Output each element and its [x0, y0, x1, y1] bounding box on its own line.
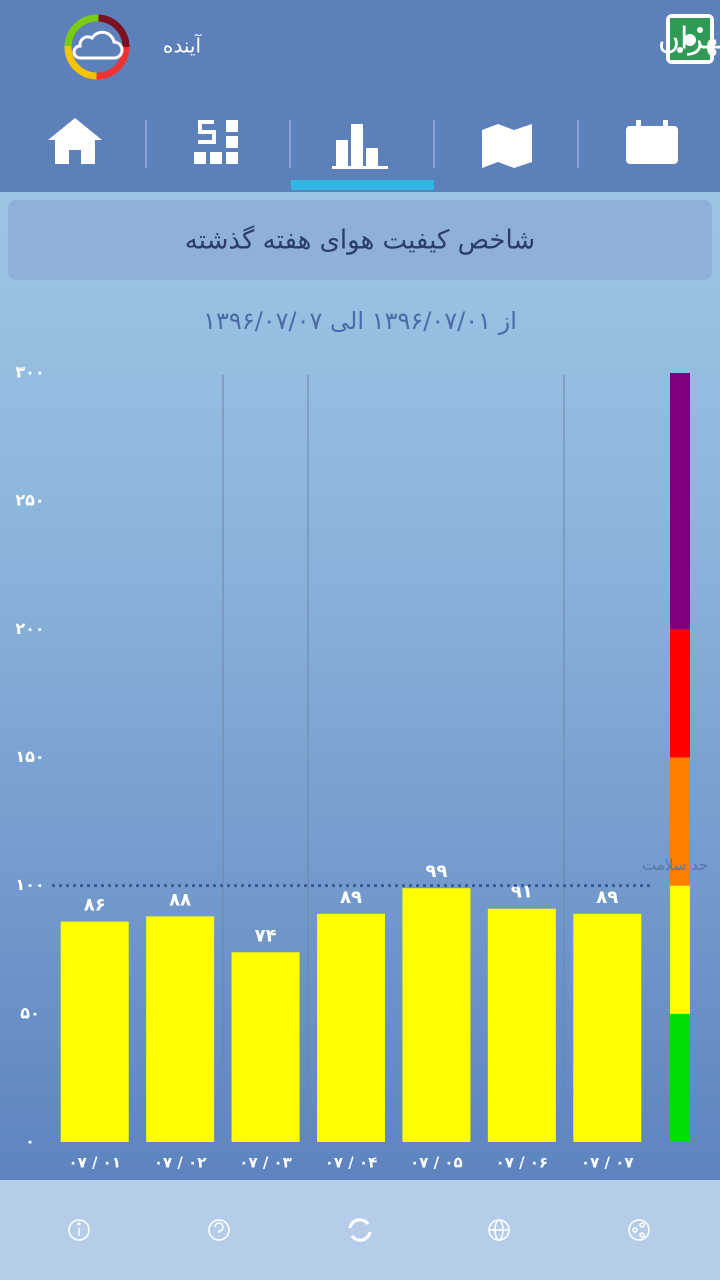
value-label: ۸۹ — [596, 887, 618, 908]
stations-tab[interactable] — [194, 120, 238, 164]
aqi-scale-band — [670, 629, 690, 758]
y-tick-label: ۵۰ — [20, 1003, 40, 1022]
title-box — [8, 200, 712, 280]
forecast-button[interactable]: آینده — [64, 14, 203, 80]
x-tick-label: ۰۷ / ۰۱ — [68, 1154, 121, 1172]
share-button[interactable] — [628, 1219, 650, 1241]
y-tick-label: ۲۵۰ — [15, 491, 44, 510]
bar — [402, 888, 471, 1142]
value-label: ۸۸ — [169, 889, 191, 910]
x-tick-label: ۰۷ / ۰۲ — [154, 1154, 207, 1172]
value-label: ۷۴ — [255, 925, 277, 946]
aqi-scale-band — [670, 373, 690, 630]
home-tab[interactable] — [48, 118, 102, 164]
x-tick-label: ۰۷ / ۰۷ — [581, 1154, 634, 1172]
bar — [573, 913, 642, 1142]
bottom-bar — [0, 1180, 720, 1280]
value-label: ۹۹ — [425, 861, 447, 882]
y-tick-label: ۱۵۰ — [15, 747, 44, 766]
selected-tab-indicator — [291, 180, 434, 190]
x-tick-label: ۰۷ / ۰۴ — [325, 1154, 378, 1172]
help-button[interactable] — [208, 1219, 230, 1241]
chart-tab[interactable] — [332, 124, 388, 169]
value-label: ۸۶ — [84, 895, 106, 916]
x-tick-label: ۰۷ / ۰۵ — [410, 1154, 463, 1172]
bar — [317, 913, 385, 1142]
app-logo — [666, 14, 714, 64]
bar — [231, 952, 300, 1142]
tab-separators — [145, 120, 579, 168]
language-button[interactable] — [488, 1219, 510, 1241]
info-button[interactable] — [68, 1219, 90, 1241]
y-tick-label: ۱۰۰ — [15, 875, 44, 894]
calendar-tab[interactable] — [626, 120, 678, 164]
column-separators — [222, 375, 565, 1142]
value-label: ۸۹ — [340, 887, 362, 908]
map-tab[interactable] — [482, 124, 532, 168]
bar — [487, 908, 556, 1142]
x-tick-label: ۰۷ / ۰۶ — [496, 1154, 549, 1172]
aqi-scale-band — [670, 885, 690, 1014]
y-tick-label: ۳۰۰ — [15, 363, 44, 382]
aqi-scale-band — [670, 757, 690, 886]
date-range: از ۱۳۹۶/۰۷/۰۱ الی ۱۳۹۶/۰۷/۰۷ — [203, 307, 517, 335]
y-tick-label: ۲۰۰ — [15, 619, 44, 638]
refresh-button[interactable] — [348, 1218, 372, 1242]
bar — [146, 916, 215, 1142]
chart-title: شاخص کیفیت هوای هفته گذشته — [185, 225, 535, 256]
y-tick-label: ۰ — [25, 1132, 35, 1151]
health-threshold-label: حد سلامت — [642, 856, 708, 874]
bar — [60, 921, 129, 1142]
x-tick-label: ۰۷ / ۰۳ — [239, 1154, 292, 1172]
app-title: کیفیت هوای تهران — [658, 22, 720, 57]
aqi-scale-band — [670, 1013, 690, 1142]
forecast-label: آینده — [163, 33, 203, 58]
